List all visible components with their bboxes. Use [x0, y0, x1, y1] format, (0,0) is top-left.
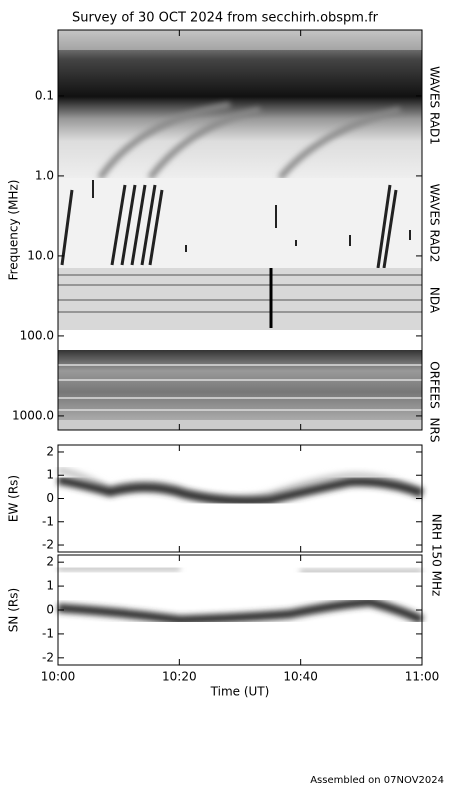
y-tick-label: 1 — [46, 579, 54, 593]
y-tick-label: -1 — [42, 626, 54, 640]
y-tick-label: -2 — [42, 538, 54, 552]
title: Survey of 30 OCT 2024 from secchirh.obsp… — [72, 11, 379, 26]
y-tick-label: 100.0 — [20, 328, 54, 342]
band-label: ORFEES — [428, 361, 442, 408]
y-tick-label: -2 — [42, 650, 54, 664]
x-axis-label: Time (UT) — [210, 685, 270, 699]
panel-frame — [57, 29, 423, 431]
y-axis-label: SN (Rs) — [7, 588, 21, 632]
band-label: NDA — [428, 287, 442, 314]
y-tick-label: 0.1 — [35, 88, 54, 102]
y-axis-label: EW (Rs) — [7, 475, 21, 522]
band-label: NRS — [428, 418, 442, 443]
footer: Assembled on 07NOV2024 — [310, 775, 444, 786]
y-tick-label: 0 — [46, 603, 54, 617]
y-axis-label: Frequency (MHz) — [7, 180, 21, 281]
spectrogram-image — [58, 30, 422, 430]
sn-image — [57, 564, 424, 625]
y-tick-label: -1 — [42, 514, 54, 528]
y-tick-label: 10.0 — [27, 248, 54, 262]
y-tick-label: 1 — [46, 468, 54, 482]
y-tick-label: 1.0 — [35, 168, 54, 182]
ew-image — [57, 466, 424, 506]
band-label: WAVES RAD1 — [428, 66, 442, 145]
x-tick-label: 10:20 — [162, 670, 197, 684]
x-tick-label: 10:40 — [283, 670, 318, 684]
nrh-label: NRH 150 MHz — [430, 514, 444, 597]
band-label: WAVES RAD2 — [428, 184, 442, 263]
x-tick-label: 10:00 — [41, 670, 76, 684]
x-tick-label: 11:00 — [405, 670, 440, 684]
y-tick-label: 2 — [46, 555, 54, 569]
y-tick-label: 1000.0 — [12, 408, 54, 422]
y-tick-label: 2 — [46, 444, 54, 458]
y-tick-label: 0 — [46, 491, 54, 505]
